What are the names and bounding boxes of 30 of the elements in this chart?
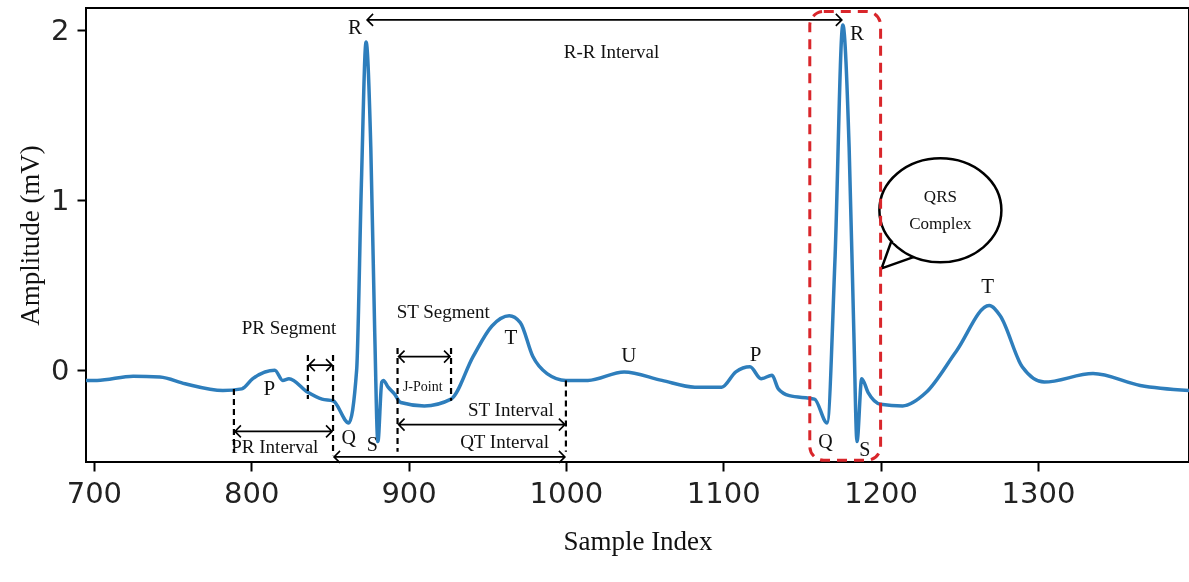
annotation: QT Interval bbox=[460, 430, 549, 452]
x-tick-label: 1300 bbox=[1001, 475, 1076, 510]
y-tick-label: 0 bbox=[51, 352, 70, 387]
annotation: QRS Complex bbox=[909, 186, 973, 233]
annotation: PR Segment bbox=[241, 316, 337, 338]
annotation: J-Point bbox=[402, 379, 443, 395]
annotation: P bbox=[263, 375, 276, 400]
x-tick-label: 1000 bbox=[529, 475, 604, 510]
annotation: ST Segment bbox=[396, 301, 491, 323]
annotation: ST Interval bbox=[468, 399, 554, 421]
annotation: U bbox=[621, 342, 637, 367]
annotation: R bbox=[849, 20, 865, 45]
x-tick-label: 1100 bbox=[686, 475, 761, 510]
annotation: S bbox=[366, 433, 378, 455]
x-tick-label: 700 bbox=[66, 475, 123, 510]
annotation: R bbox=[348, 15, 363, 40]
y-tick-label: 2 bbox=[51, 12, 70, 47]
annotation: T bbox=[981, 273, 995, 298]
y-axis-title: Amplitude (mV) bbox=[15, 145, 46, 326]
x-axis-title: Sample Index bbox=[563, 525, 714, 556]
annotation: Q bbox=[818, 429, 834, 452]
annotation: T bbox=[504, 324, 518, 349]
annotation: Q bbox=[341, 426, 357, 449]
x-tick-label: 800 bbox=[224, 475, 280, 510]
annotation: R-R Interval bbox=[563, 41, 660, 63]
y-tick-label: 1 bbox=[51, 182, 70, 217]
x-tick-label: 900 bbox=[381, 475, 437, 510]
x-tick-label: 1200 bbox=[844, 475, 919, 510]
annotation: P bbox=[749, 341, 762, 366]
annotation: S bbox=[859, 438, 871, 461]
